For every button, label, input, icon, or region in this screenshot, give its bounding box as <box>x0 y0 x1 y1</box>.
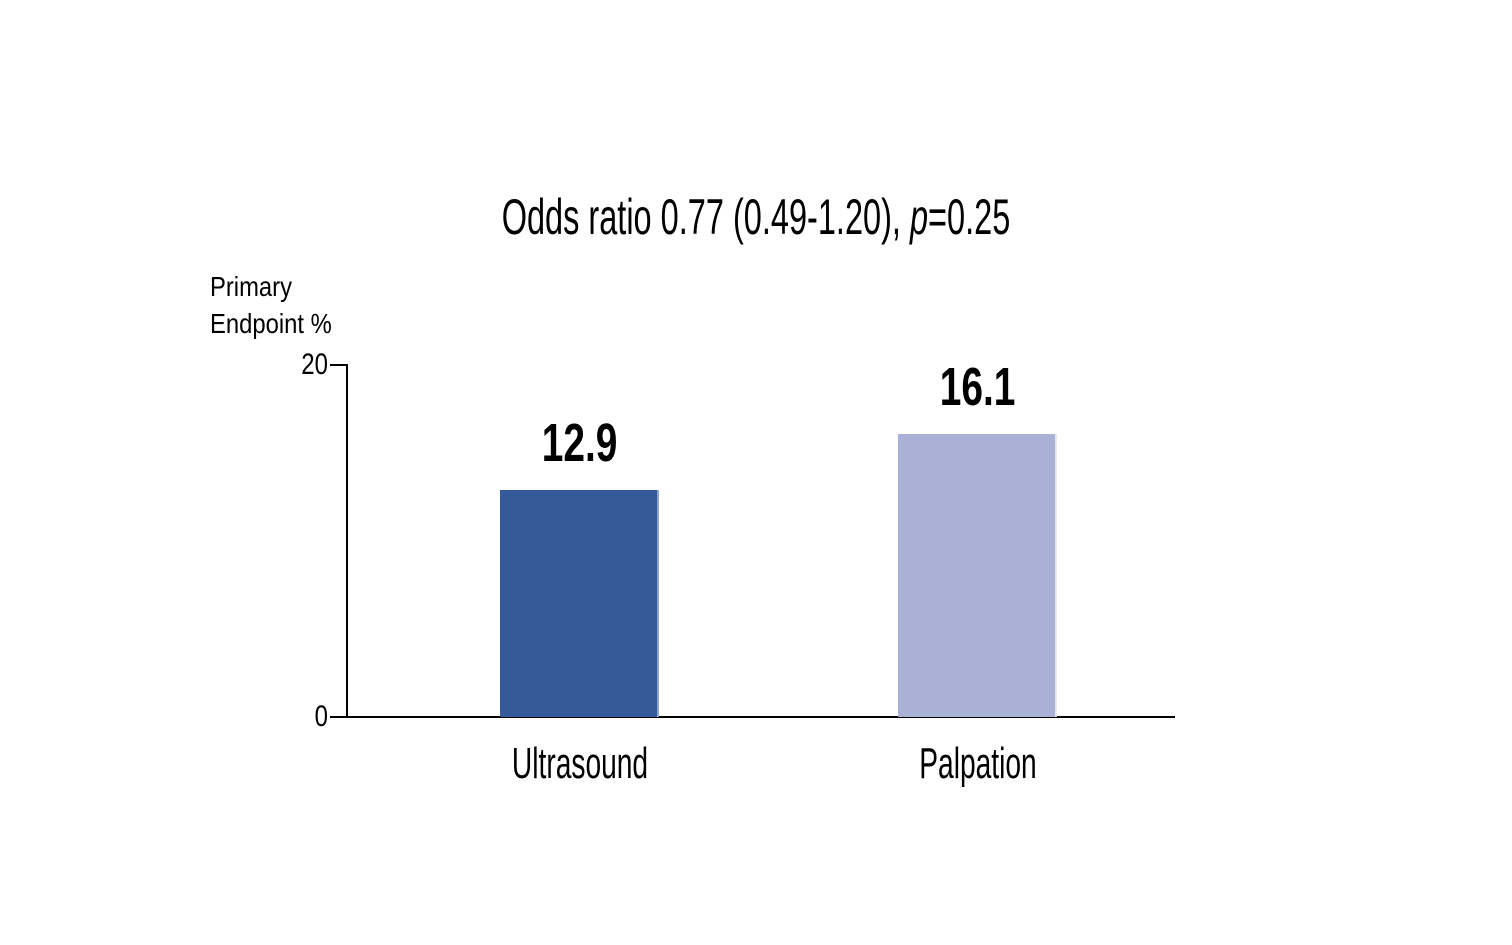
category-label-palpation: Palpation <box>919 739 1037 788</box>
y-tick-label-0: 0 <box>314 700 328 733</box>
bar-palpation <box>898 433 1057 717</box>
bar-group-palpation: 16.1 <box>898 360 1057 717</box>
y-axis-label-line2: Endpoint % <box>210 308 332 339</box>
chart-title-p-italic: p <box>909 189 929 245</box>
chart-title-prefix: Odds ratio 0.77 (0.49-1.20), <box>501 189 910 245</box>
y-tick-mark-20 <box>330 364 347 366</box>
bar-ultrasound <box>500 490 659 717</box>
y-axis-label-line1: Primary <box>210 271 292 302</box>
bar-group-ultrasound: 12.9 <box>500 416 659 717</box>
y-tick-label-20: 20 <box>301 348 328 381</box>
y-axis-line <box>346 364 348 718</box>
chart-title: Odds ratio 0.77 (0.49-1.20), p=0.25 <box>265 192 1248 242</box>
chart-title-suffix: =0.25 <box>928 189 1011 245</box>
y-axis-label: Primary Endpoint % <box>210 268 332 342</box>
x-axis-line <box>338 716 1175 718</box>
category-label-ultrasound: Ultrasound <box>511 739 649 788</box>
bar-value-label-palpation: 16.1 <box>939 356 1016 417</box>
bar-value-label-ultrasound: 12.9 <box>541 413 618 473</box>
